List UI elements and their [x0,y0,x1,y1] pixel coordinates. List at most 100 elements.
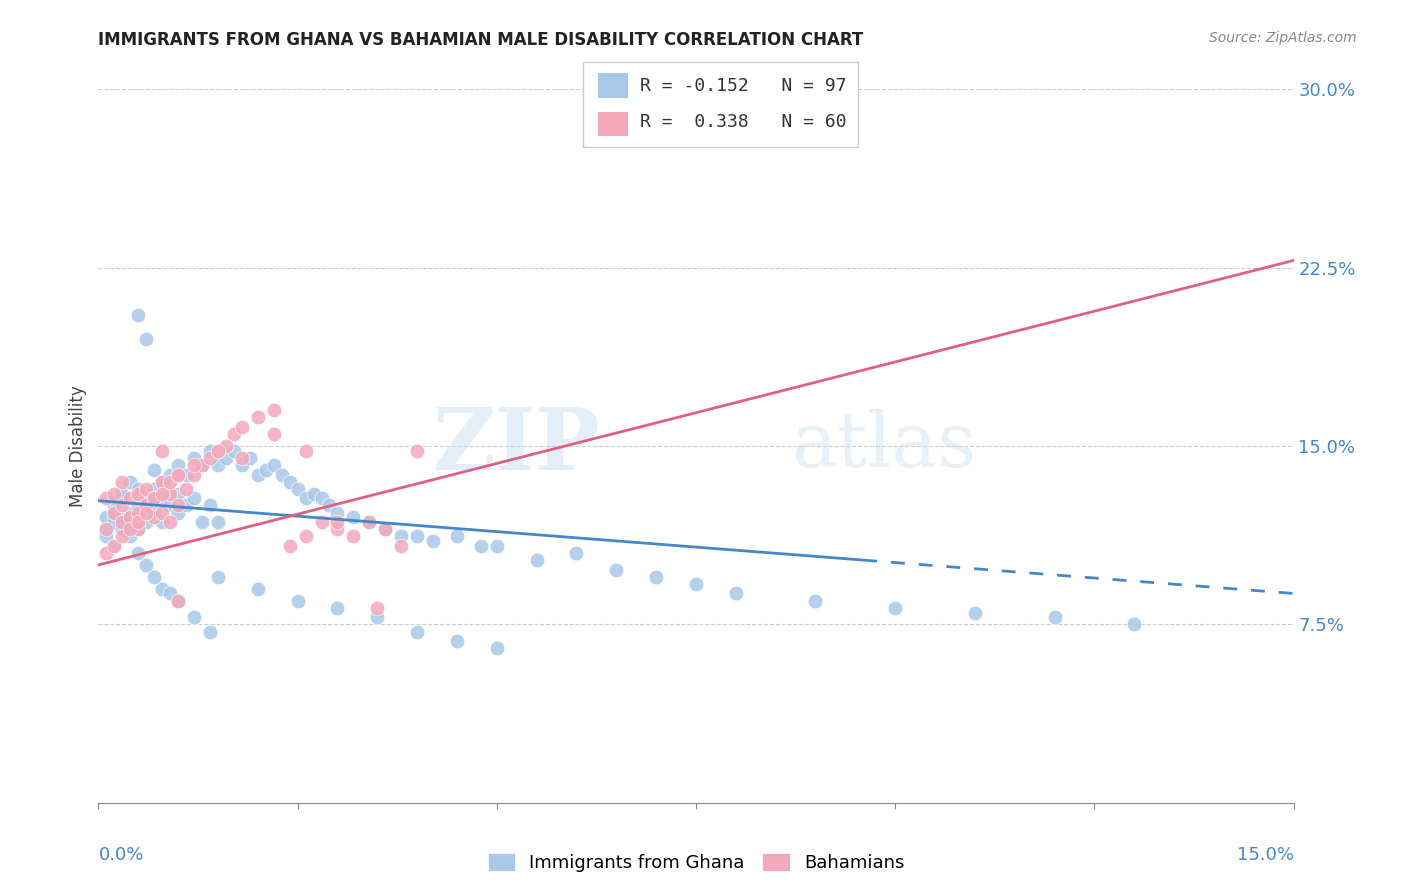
Point [143,482,166,496]
Point [111,475,134,489]
Point [120,475,142,489]
Point [103,539,125,553]
Point [884,600,907,615]
Text: Source: ZipAtlas.com: Source: ZipAtlas.com [1209,31,1357,45]
Point [159,486,181,500]
Point [215,450,238,465]
Point [96,522,118,536]
Point [135,332,157,346]
Point [263,403,285,417]
Point [302,486,325,500]
Point [127,522,149,536]
Point [446,529,468,543]
Point [167,486,190,500]
Point [120,515,142,529]
Point [174,482,197,496]
Point [120,510,142,524]
Point [96,529,118,543]
Point [198,450,221,465]
Point [215,439,238,453]
Point [246,410,269,425]
Point [526,553,548,567]
Text: IMMIGRANTS FROM GHANA VS BAHAMIAN MALE DISABILITY CORRELATION CHART: IMMIGRANTS FROM GHANA VS BAHAMIAN MALE D… [98,31,863,49]
Point [103,506,125,520]
Point [150,506,173,520]
Point [96,491,118,506]
Point [127,510,149,524]
Point [1123,617,1146,632]
Point [183,610,205,624]
Point [605,563,627,577]
Point [294,491,316,506]
Point [120,522,142,536]
Point [167,467,190,482]
Point [127,522,149,536]
Point [389,529,412,543]
Point [389,539,412,553]
Point [174,499,197,513]
Point [120,491,142,506]
Point [150,443,173,458]
Point [311,515,333,529]
Point [150,475,173,489]
Point [470,539,492,553]
Point [406,529,429,543]
Text: 15.0%: 15.0% [1236,846,1294,863]
Point [422,534,444,549]
Point [406,624,429,639]
Point [127,506,149,520]
Point [366,600,388,615]
Point [127,308,149,322]
Point [135,491,157,506]
Point [1043,610,1066,624]
Point [143,491,166,506]
Point [446,634,468,648]
Point [150,486,173,500]
Point [231,420,253,434]
Point [174,467,197,482]
Point [359,515,381,529]
Point [167,593,190,607]
Point [246,582,269,596]
Point [127,499,149,513]
Point [645,570,668,584]
Point [167,593,190,607]
Point [150,491,173,506]
Point [111,499,134,513]
Point [127,515,149,529]
Point [287,482,309,496]
Point [191,458,214,472]
Point [111,491,134,506]
Point [143,570,166,584]
Text: atlas: atlas [792,409,977,483]
Point [150,475,173,489]
Point [263,458,285,472]
Point [685,577,707,591]
Point [159,467,181,482]
Point [96,522,118,536]
Point [207,515,229,529]
Point [135,558,157,572]
Point [159,475,181,489]
Point [127,546,149,560]
Point [366,610,388,624]
Y-axis label: Male Disability: Male Disability [69,385,87,507]
Point [222,427,245,442]
Point [239,450,262,465]
Point [183,491,205,506]
Point [318,499,340,513]
Point [143,463,166,477]
Point [263,427,285,442]
Point [207,458,229,472]
Point [485,539,508,553]
Point [127,482,149,496]
Point [143,510,166,524]
Point [167,506,190,520]
Point [326,522,349,536]
Point [326,600,349,615]
Point [326,506,349,520]
Point [135,506,157,520]
Point [143,491,166,506]
Point [565,546,588,560]
Point [406,443,429,458]
